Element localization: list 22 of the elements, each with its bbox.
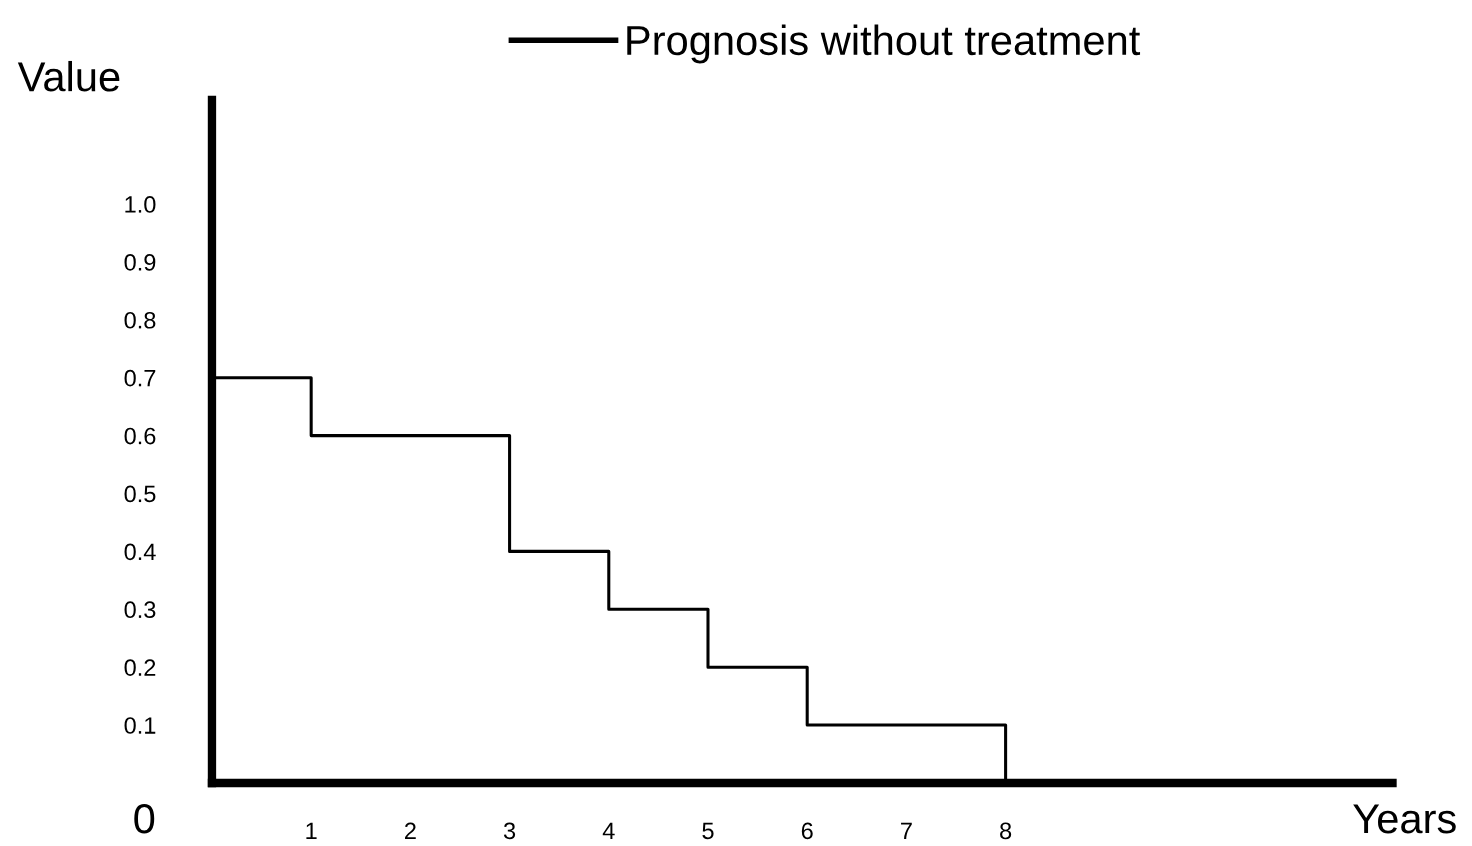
x-tick-label: 6 bbox=[801, 822, 813, 840]
y-tick-label: 0.8 bbox=[124, 311, 156, 329]
y-tick-label: 0.4 bbox=[124, 543, 156, 561]
y-tick-label: 0.3 bbox=[124, 601, 156, 619]
y-tick-label: 0.9 bbox=[124, 254, 156, 271]
x-tick-label: 8 bbox=[1000, 822, 1012, 840]
text: 0 bbox=[134, 803, 155, 834]
y-tick-label: 1.0 bbox=[125, 196, 156, 213]
x-tick-label: 7 bbox=[901, 822, 912, 839]
x-axis-title: Years bbox=[1353, 804, 1456, 834]
y-tick-label: 0.2 bbox=[124, 659, 156, 676]
x-tick-label: 3 bbox=[503, 822, 516, 840]
x-tick-label: 2 bbox=[405, 822, 416, 839]
x-tick-label: 4 bbox=[602, 822, 615, 839]
y-tick-label: 0.1 bbox=[124, 717, 156, 734]
legend-label: Prognosis without treatment bbox=[627, 24, 1141, 64]
y-tick-label: 0.7 bbox=[124, 369, 156, 387]
y-axis-title: Value bbox=[17, 60, 120, 92]
x-tick-label: 1 bbox=[306, 822, 317, 839]
x-tick-label: 5 bbox=[702, 822, 714, 840]
y-tick-label: 0.5 bbox=[124, 485, 156, 503]
y-tick-label: 0.6 bbox=[124, 427, 156, 445]
